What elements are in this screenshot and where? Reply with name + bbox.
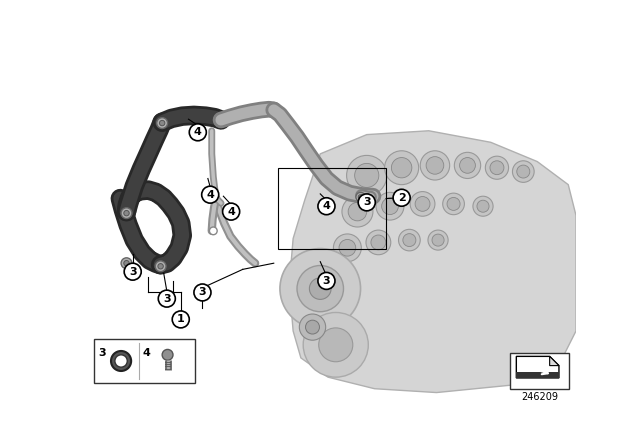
Circle shape <box>202 186 219 203</box>
Text: 4: 4 <box>323 201 330 211</box>
Circle shape <box>305 320 319 334</box>
Circle shape <box>485 156 509 179</box>
Text: 4: 4 <box>206 190 214 200</box>
Circle shape <box>513 161 534 182</box>
Text: 3: 3 <box>363 198 371 207</box>
Circle shape <box>172 311 189 328</box>
Text: 3: 3 <box>129 267 136 277</box>
Circle shape <box>339 240 356 256</box>
Circle shape <box>403 234 416 246</box>
Circle shape <box>477 200 489 212</box>
Circle shape <box>432 234 444 246</box>
Circle shape <box>158 263 163 269</box>
Circle shape <box>428 230 448 250</box>
Circle shape <box>460 158 476 173</box>
Circle shape <box>111 351 131 371</box>
Circle shape <box>303 313 368 377</box>
Text: 3: 3 <box>323 276 330 286</box>
Circle shape <box>155 261 166 271</box>
Circle shape <box>309 278 331 299</box>
Circle shape <box>426 157 444 174</box>
Circle shape <box>158 290 175 307</box>
Circle shape <box>399 229 420 251</box>
Bar <box>516 372 559 378</box>
Circle shape <box>189 124 206 141</box>
Circle shape <box>381 198 398 215</box>
Circle shape <box>124 260 129 266</box>
Circle shape <box>121 208 132 219</box>
Circle shape <box>223 203 239 220</box>
Text: 4: 4 <box>194 127 202 137</box>
Circle shape <box>157 118 168 129</box>
Circle shape <box>319 328 353 362</box>
Circle shape <box>358 194 375 211</box>
Circle shape <box>297 266 344 312</box>
Circle shape <box>516 165 530 178</box>
Circle shape <box>318 272 335 289</box>
Circle shape <box>355 164 379 187</box>
Circle shape <box>300 314 326 340</box>
Circle shape <box>393 189 410 206</box>
Circle shape <box>348 202 367 221</box>
Circle shape <box>371 235 386 250</box>
Text: 3: 3 <box>198 288 206 297</box>
Circle shape <box>347 155 387 195</box>
Text: 2: 2 <box>397 193 406 203</box>
Polygon shape <box>516 356 559 378</box>
Bar <box>510 353 569 389</box>
Circle shape <box>280 249 360 329</box>
Circle shape <box>333 234 362 262</box>
Circle shape <box>121 258 132 269</box>
Text: 3: 3 <box>163 293 171 304</box>
Circle shape <box>124 211 129 216</box>
Circle shape <box>318 198 335 215</box>
Circle shape <box>392 158 412 178</box>
Circle shape <box>376 192 404 220</box>
Text: 1: 1 <box>177 314 184 324</box>
Circle shape <box>420 151 450 180</box>
Circle shape <box>410 192 435 216</box>
Circle shape <box>115 355 127 367</box>
Circle shape <box>454 152 481 178</box>
Circle shape <box>194 284 211 301</box>
Circle shape <box>447 198 460 211</box>
Polygon shape <box>289 131 576 392</box>
Bar <box>94 339 195 383</box>
Circle shape <box>124 263 141 280</box>
Circle shape <box>443 193 465 215</box>
Circle shape <box>385 151 419 185</box>
Circle shape <box>342 196 373 227</box>
Polygon shape <box>550 356 559 366</box>
Circle shape <box>162 349 173 360</box>
Circle shape <box>159 121 165 126</box>
Circle shape <box>473 196 493 216</box>
Circle shape <box>358 195 363 199</box>
Circle shape <box>366 230 391 255</box>
Bar <box>278 168 386 249</box>
Text: 3: 3 <box>98 348 106 358</box>
Circle shape <box>415 197 430 211</box>
Circle shape <box>209 227 217 235</box>
Text: 4: 4 <box>227 207 235 217</box>
Text: 246209: 246209 <box>521 392 558 402</box>
Circle shape <box>490 161 504 175</box>
Text: 4: 4 <box>143 348 150 358</box>
Circle shape <box>356 192 365 202</box>
